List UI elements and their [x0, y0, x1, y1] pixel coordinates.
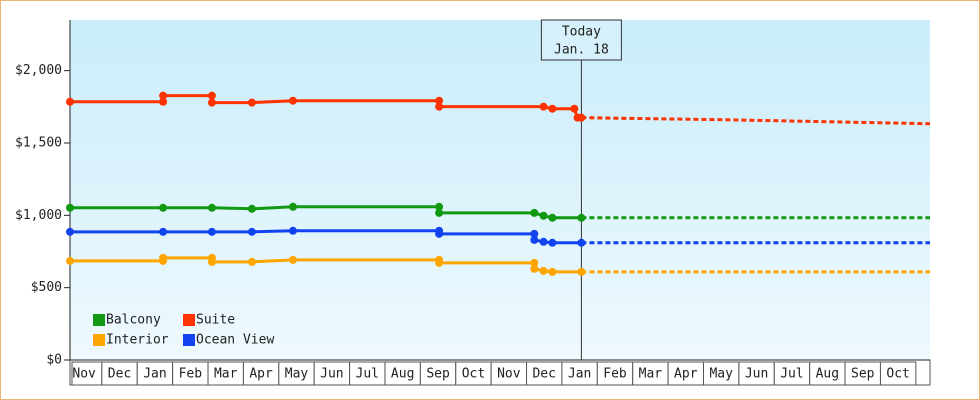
x-tick-label: Sep: [851, 367, 875, 382]
x-tick-label: May: [285, 367, 309, 382]
forecast-line: [581, 116, 931, 126]
x-tick-label: Oct: [886, 367, 909, 382]
plot-area: [70, 20, 930, 360]
x-tick-label: May: [709, 367, 733, 382]
x-tick-label: Feb: [603, 367, 627, 382]
price-point: [548, 267, 557, 276]
price-point: [207, 257, 216, 266]
price-point: [539, 237, 548, 246]
price-point: [288, 226, 297, 235]
today-box: [540, 19, 622, 61]
price-point: [539, 102, 548, 111]
x-tick-label: Mar: [639, 367, 663, 382]
price-point: [435, 102, 444, 111]
x-tick-label: Sep: [426, 367, 450, 382]
x-tick-label: Aug: [816, 367, 839, 382]
price-point: [577, 213, 586, 222]
price-point: [207, 91, 216, 100]
price-point: [548, 238, 557, 247]
x-tick-cell: [879, 361, 917, 386]
price-point: [435, 258, 444, 267]
price-point: [539, 211, 548, 220]
y-tick-label: $0: [46, 353, 62, 368]
legend-swatch: [93, 314, 105, 326]
price-point: [548, 104, 557, 113]
price-point: [435, 202, 444, 211]
x-tick-label: Dec: [108, 367, 131, 382]
price-point: [66, 227, 74, 236]
price-point: [548, 213, 557, 222]
price-point: [66, 203, 74, 212]
price-point: [530, 258, 539, 267]
price-point: [159, 97, 168, 106]
price-point: [577, 113, 586, 122]
x-tick-label: Apr: [674, 367, 698, 382]
x-tick-label: Jul: [780, 367, 803, 382]
x-tick-label: Feb: [179, 367, 203, 382]
price-point: [577, 238, 586, 247]
price-point: [570, 104, 579, 113]
y-tick-label: $1,000: [15, 208, 62, 223]
x-tick-label: Jun: [320, 367, 343, 382]
price-point: [530, 264, 539, 273]
price-point: [207, 227, 216, 236]
x-tick-label: Oct: [462, 367, 485, 382]
legend-swatch: [183, 314, 195, 326]
price-point: [159, 203, 168, 212]
y-tick-label: $2,000: [15, 63, 62, 78]
price-point: [530, 208, 539, 217]
x-tick-label: Jul: [356, 367, 379, 382]
price-point: [159, 253, 168, 262]
y-tick-label: $1,500: [15, 135, 62, 150]
legend-swatch: [93, 334, 105, 346]
price-point: [539, 266, 548, 275]
price-point: [207, 203, 216, 212]
legend-swatch: [183, 334, 195, 346]
price-point: [247, 257, 256, 266]
legend-label: Ocean View: [196, 333, 274, 348]
price-point: [288, 96, 297, 105]
price-point: [577, 267, 586, 276]
today-label: Today: [562, 25, 601, 40]
x-tick-label: Mar: [214, 367, 238, 382]
x-tick-label: Jun: [745, 367, 768, 382]
price-point: [435, 96, 444, 105]
x-tick-label: Apr: [249, 367, 273, 382]
price-point: [207, 98, 216, 107]
price-point: [435, 208, 444, 217]
x-tick-label: Jan: [568, 367, 591, 382]
price-point: [66, 256, 74, 265]
today-date: Jan. 18: [554, 43, 609, 58]
price-point: [247, 98, 256, 107]
legend-label: Interior: [106, 333, 169, 348]
price-point: [159, 91, 168, 100]
x-tick-label: Jan: [143, 367, 166, 382]
y-tick-label: $500: [31, 280, 62, 295]
x-tick-label: Aug: [391, 367, 414, 382]
x-tick-label: Nov: [72, 367, 96, 382]
price-point: [288, 255, 297, 264]
price-point: [247, 204, 256, 213]
price-point: [66, 97, 74, 106]
x-tick-label: Nov: [497, 367, 521, 382]
price-point: [288, 202, 297, 211]
legend-label: Suite: [196, 313, 235, 328]
price-point: [159, 227, 168, 236]
price-point: [435, 229, 444, 238]
price-point: [247, 227, 256, 236]
price-point: [530, 229, 539, 238]
legend-label: Balcony: [106, 313, 161, 328]
price-point: [530, 235, 539, 244]
x-tick-label: Dec: [532, 367, 555, 382]
